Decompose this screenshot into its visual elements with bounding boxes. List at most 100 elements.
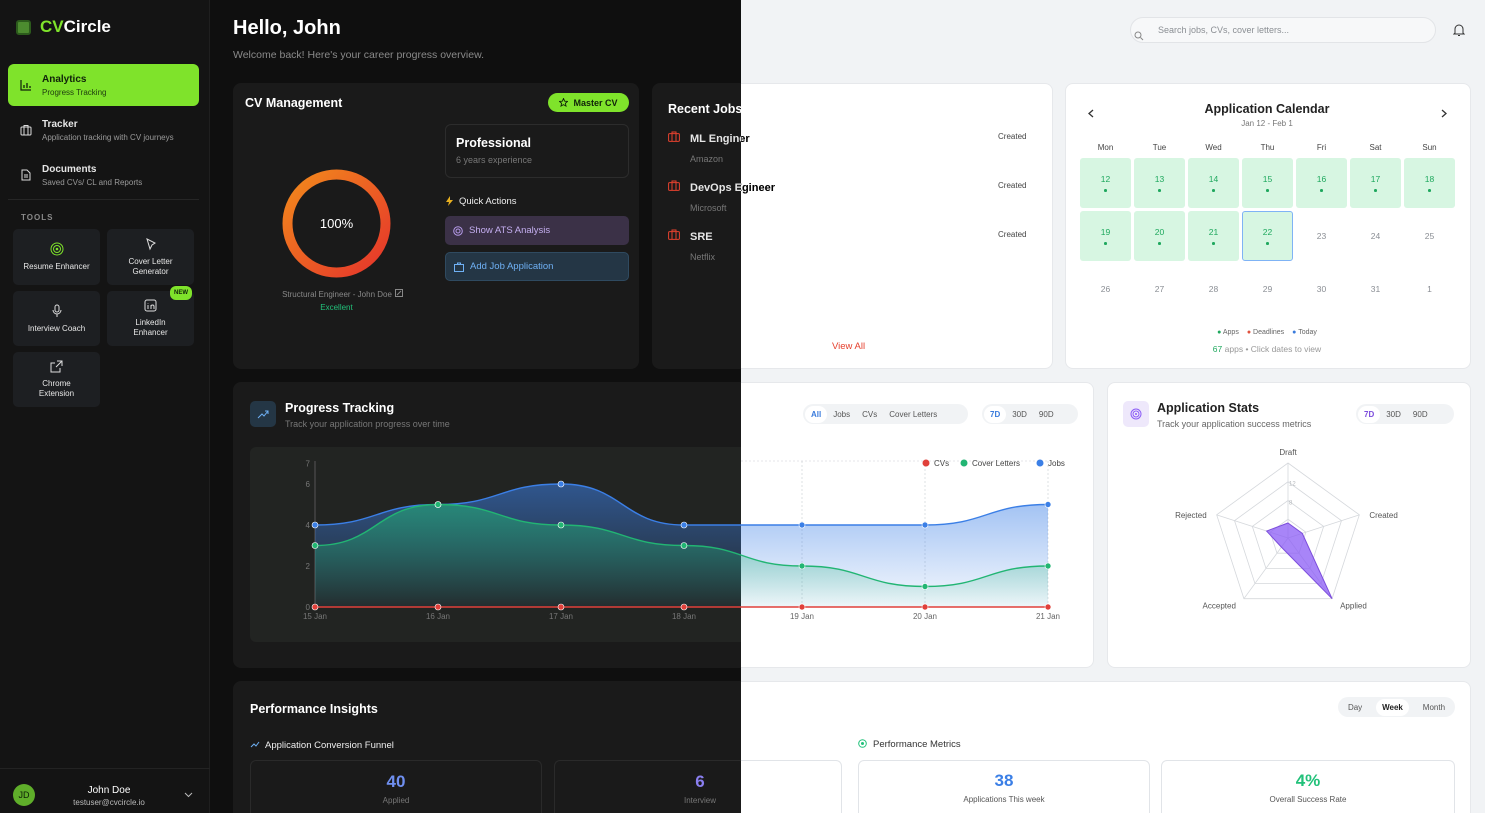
- calendar-date[interactable]: 24: [1350, 211, 1401, 261]
- show-ats-analysis-button[interactable]: Show ATS Analysis: [445, 216, 629, 245]
- stats-range-90d[interactable]: 90D: [1412, 409, 1428, 419]
- calendar-date[interactable]: 18: [1404, 158, 1455, 208]
- date-number: 24: [1370, 231, 1381, 241]
- legend-apps: ● Apps: [1217, 329, 1239, 336]
- filter-all[interactable]: All: [805, 405, 828, 423]
- job-role[interactable]: DevOps Egineer: [690, 182, 775, 194]
- insights-day[interactable]: Day: [1347, 702, 1363, 712]
- calendar-date[interactable]: 30: [1296, 264, 1347, 314]
- calendar-date[interactable]: 1: [1404, 264, 1455, 314]
- stats-range-30d[interactable]: 30D: [1386, 409, 1401, 419]
- calendar-date[interactable]: 25: [1404, 211, 1455, 261]
- date-number: 23: [1316, 231, 1327, 241]
- date-number: 18: [1424, 174, 1435, 185]
- filter-jobs[interactable]: Jobs: [833, 409, 851, 419]
- range-30d[interactable]: 30D: [1012, 409, 1027, 419]
- chevron-right-icon[interactable]: [1441, 109, 1447, 118]
- data-point[interactable]: [921, 583, 929, 590]
- calendar-date[interactable]: 26: [1080, 264, 1131, 314]
- legend-dot: [1036, 459, 1044, 467]
- funnel-title: Application Conversion Funnel: [265, 740, 394, 751]
- chevron-down-icon[interactable]: [184, 792, 193, 798]
- date-number: 13: [1154, 174, 1165, 185]
- data-point[interactable]: [921, 603, 929, 611]
- insights-month[interactable]: Month: [1422, 702, 1446, 712]
- tool-resume-enhancer[interactable]: Resume Enhancer: [13, 229, 100, 285]
- nav-label: Documents: [42, 163, 97, 175]
- calendar-date[interactable]: 28: [1188, 264, 1239, 314]
- sidebar-item-tracker[interactable]: Tracker Application tracking with CV jour…: [8, 109, 199, 151]
- insights-week[interactable]: Week: [1376, 698, 1409, 716]
- target-icon: [453, 225, 463, 236]
- calendar-date[interactable]: 12: [1080, 158, 1131, 208]
- data-point[interactable]: [680, 521, 688, 529]
- data-point[interactable]: [1044, 501, 1052, 508]
- calendar-date[interactable]: 13: [1134, 158, 1185, 208]
- apps-dot: [1212, 242, 1215, 245]
- view-all-link[interactable]: View All: [832, 341, 866, 352]
- job-role[interactable]: ML Enginer: [690, 133, 750, 145]
- calendar-date[interactable]: 20: [1134, 211, 1185, 261]
- calendar-date[interactable]: 16: [1296, 158, 1347, 208]
- data-point[interactable]: [798, 603, 806, 611]
- tool-cover-letter-generator[interactable]: Cover Letter Generator: [107, 229, 194, 285]
- x-tick-label: 16 Jan: [426, 612, 450, 621]
- data-point[interactable]: [434, 501, 442, 508]
- stats-range-7d[interactable]: 7D: [1358, 405, 1381, 423]
- search-input[interactable]: Search jobs, CVs, cover letters...: [1130, 17, 1436, 43]
- add-job-application-button[interactable]: Add Job Application: [445, 252, 629, 281]
- bell-icon[interactable]: [1453, 23, 1465, 37]
- radar-axis-label: Created: [1369, 511, 1397, 520]
- chevron-left-icon[interactable]: [1088, 109, 1094, 118]
- calendar-date[interactable]: 14: [1188, 158, 1239, 208]
- edit-icon[interactable]: [395, 289, 403, 297]
- range-7d[interactable]: 7D: [984, 405, 1007, 423]
- range-90d[interactable]: 90D: [1038, 409, 1054, 419]
- job-role[interactable]: SRE: [690, 231, 713, 243]
- sidebar-item-documents[interactable]: Documents Saved CVs/ CL and Reports: [8, 154, 199, 196]
- tool-chrome-extension[interactable]: Chrome Extension: [13, 352, 100, 407]
- stats-range-tabs: 7D 30D 90D: [1356, 404, 1454, 424]
- calendar-date[interactable]: 15: [1242, 158, 1293, 208]
- tool-interview-coach[interactable]: Interview Coach: [13, 291, 100, 346]
- profile-box[interactable]: [445, 124, 629, 178]
- calendar-date[interactable]: 21: [1188, 211, 1239, 261]
- apps-dot: [1158, 189, 1161, 192]
- data-point[interactable]: [311, 542, 319, 549]
- metric-box-success: [1161, 760, 1455, 813]
- calendar-date[interactable]: 19: [1080, 211, 1131, 261]
- calendar-date[interactable]: 17: [1350, 158, 1401, 208]
- data-point[interactable]: [557, 603, 565, 611]
- data-point[interactable]: [1044, 603, 1052, 611]
- calendar-date[interactable]: 29: [1242, 264, 1293, 314]
- calendar-date[interactable]: 31: [1350, 264, 1401, 314]
- sidebar-item-analytics[interactable]: Analytics Progress Tracking: [8, 64, 199, 106]
- filter-cvs[interactable]: CVs: [862, 409, 878, 419]
- data-point[interactable]: [311, 603, 319, 611]
- data-point[interactable]: [557, 480, 565, 488]
- master-cv-badge[interactable]: Master CV: [548, 93, 629, 112]
- date-number: 28: [1208, 284, 1219, 294]
- data-point[interactable]: [798, 521, 806, 529]
- data-point[interactable]: [921, 521, 929, 529]
- x-tick-label: 18 Jan: [672, 612, 696, 621]
- filter-cover-letters[interactable]: Cover Letters: [889, 409, 938, 419]
- data-point[interactable]: [1044, 562, 1052, 570]
- tool-linkedin-enhancer[interactable]: NEW LinkedIn Enhancer: [107, 286, 194, 346]
- user-name: John Doe: [87, 785, 131, 796]
- calendar-date[interactable]: 27: [1134, 264, 1185, 314]
- data-point[interactable]: [311, 521, 319, 529]
- data-point[interactable]: [680, 542, 688, 549]
- user-profile[interactable]: [0, 768, 210, 813]
- calendar-date[interactable]: 22: [1242, 211, 1293, 261]
- calendar-date[interactable]: 23: [1296, 211, 1347, 261]
- calendar-hint: • Click dates to view: [1245, 344, 1322, 354]
- data-point[interactable]: [434, 603, 442, 611]
- brand-logo[interactable]: CVCircle: [16, 17, 111, 37]
- data-point[interactable]: [680, 603, 688, 611]
- star-icon: [559, 98, 569, 107]
- job-company: Netflix: [690, 252, 716, 262]
- data-point[interactable]: [798, 562, 806, 570]
- data-point[interactable]: [557, 521, 565, 529]
